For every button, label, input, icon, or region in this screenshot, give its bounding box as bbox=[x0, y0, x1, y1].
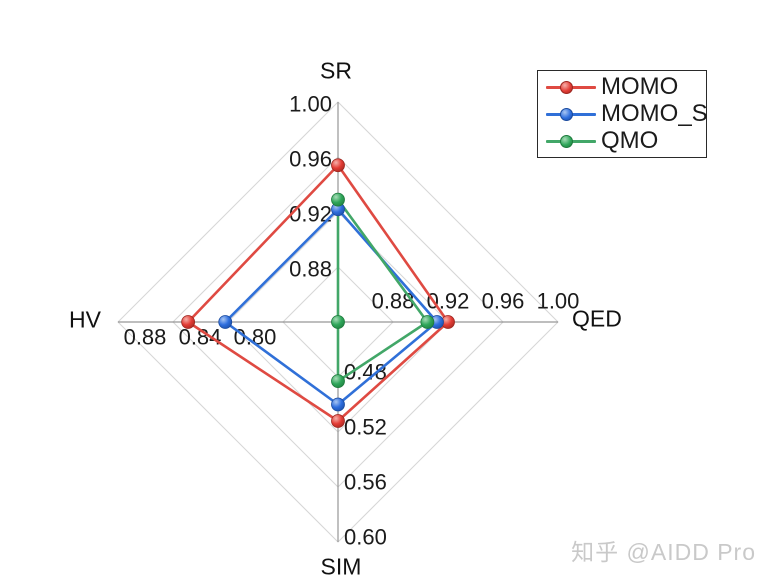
data-point-momo_s-sim bbox=[331, 397, 345, 412]
legend-label-qmo: QMO bbox=[601, 127, 659, 154]
tick-label-hv-0.88: 0.88 bbox=[124, 325, 167, 350]
legend-item-qmo: QMO bbox=[546, 128, 706, 154]
tick-label-hv-0.84: 0.84 bbox=[179, 325, 222, 350]
legend-swatch-momo bbox=[546, 74, 596, 100]
tick-label-qed-1.00: 1.00 bbox=[537, 289, 580, 314]
legend-swatch-qmo bbox=[546, 128, 596, 154]
tick-label-sr-1.00: 1.00 bbox=[289, 92, 332, 117]
legend-item-momo-s: MOMO_S bbox=[546, 100, 708, 127]
data-point-qmo-sr bbox=[331, 192, 345, 207]
legend-swatch-momo-s bbox=[546, 101, 596, 127]
axis-title-qed: QED bbox=[572, 305, 622, 332]
ball-marker-icon bbox=[560, 107, 573, 121]
data-point-momo_s-hv bbox=[218, 315, 233, 329]
ball-marker-icon bbox=[560, 80, 573, 94]
data-point-qmo-hv bbox=[331, 315, 345, 329]
legend-label-momo-s: MOMO_S bbox=[601, 100, 708, 127]
watermark: 知乎 @AIDD Pro bbox=[571, 539, 756, 565]
ball-marker-icon bbox=[560, 134, 573, 148]
tick-label-sr-0.96: 0.96 bbox=[289, 147, 332, 172]
axis-title-sr: SR bbox=[320, 57, 352, 84]
tick-label-qed-0.96: 0.96 bbox=[482, 289, 525, 314]
tick-label-sr-0.88: 0.88 bbox=[289, 257, 332, 282]
tick-label-sim-0.52: 0.52 bbox=[344, 415, 387, 440]
tick-label-sim-0.56: 0.56 bbox=[344, 470, 387, 495]
data-point-qmo-qed bbox=[420, 315, 435, 329]
data-point-qmo-sim bbox=[331, 374, 345, 389]
legend-label-momo: MOMO bbox=[601, 73, 679, 100]
axis-title-hv: HV bbox=[69, 306, 101, 333]
data-point-momo-sr bbox=[331, 158, 345, 173]
tick-label-qed-0.88: 0.88 bbox=[372, 289, 415, 314]
legend: MOMO MOMO_S QMO bbox=[537, 70, 708, 158]
axis-title-sim: SIM bbox=[320, 553, 362, 580]
tick-label-sim-0.60: 0.60 bbox=[344, 525, 387, 550]
legend-item-momo: MOMO bbox=[546, 74, 706, 100]
data-point-momo-hv bbox=[181, 315, 196, 329]
tick-label-hv-0.80: 0.80 bbox=[234, 325, 277, 350]
data-point-momo-sim bbox=[331, 414, 345, 428]
